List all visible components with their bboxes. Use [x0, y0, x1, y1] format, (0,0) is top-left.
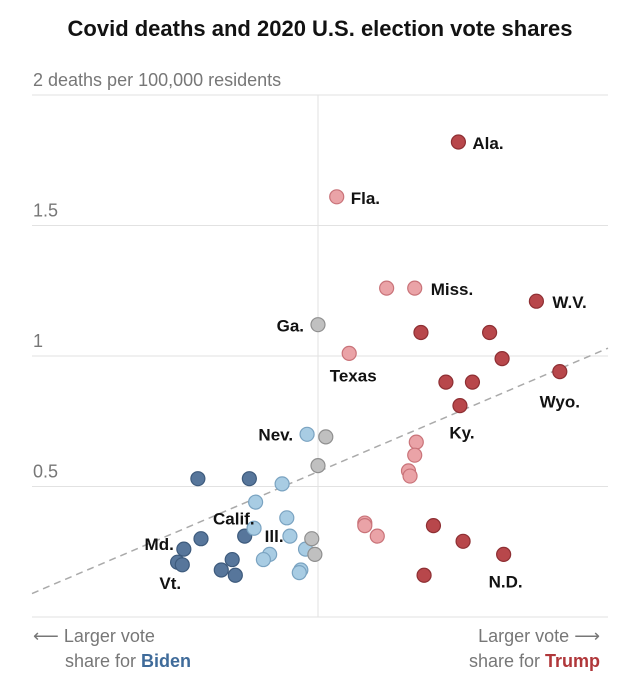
data-point	[552, 364, 568, 380]
right-label-prefix: share for	[468, 651, 545, 671]
data-point	[416, 567, 432, 583]
data-point	[274, 476, 290, 492]
state-label: Vt.	[159, 574, 181, 593]
data-point	[464, 374, 481, 390]
data-point	[174, 557, 190, 573]
data-point	[255, 551, 271, 568]
state-label: W.V.	[552, 293, 586, 312]
data-point	[438, 374, 454, 390]
state-label: Texas	[330, 366, 377, 385]
data-point	[407, 447, 423, 463]
grid-layer: 2 deaths per 100,000 residents 1.5 1 0.5	[32, 70, 608, 618]
data-point	[329, 189, 345, 205]
state-label: Fla.	[351, 189, 380, 208]
data-point	[176, 541, 192, 557]
data-point	[482, 324, 498, 341]
state-label: Wyo.	[540, 393, 580, 412]
chart-title: Covid deaths and 2020 U.S. election vote…	[67, 16, 573, 41]
labels-layer: Calif. Md. Vt. Ill. Nev. Ga. Fla. Miss. Texas Ala…	[145, 134, 587, 593]
data-point	[213, 562, 229, 578]
data-point	[304, 531, 320, 547]
state-label: Ky.	[449, 424, 474, 443]
data-point	[341, 345, 357, 361]
left-label-line1: Larger vote	[63, 626, 155, 646]
data-point	[193, 531, 209, 547]
data-point	[413, 324, 429, 341]
x-axis-label-right: Larger vote ⟶ share for Trump	[469, 624, 600, 674]
data-point	[291, 565, 307, 581]
state-label: Ga.	[277, 317, 304, 336]
data-point	[528, 293, 545, 309]
points-layer	[170, 134, 568, 583]
data-point	[246, 520, 262, 536]
arrow-left-icon: ⟵	[33, 626, 59, 646]
data-point	[357, 518, 373, 534]
data-point	[379, 280, 395, 296]
y-tick-label: 1	[33, 331, 43, 351]
data-point	[450, 134, 466, 150]
data-point	[369, 528, 385, 544]
data-point	[408, 434, 424, 450]
state-label: Md.	[145, 535, 174, 554]
data-point	[299, 426, 315, 442]
y-tick-label: 0.5	[33, 462, 58, 482]
state-label: N.D.	[489, 572, 523, 591]
right-label-line1: Larger vote	[478, 626, 570, 646]
y-tick-label: 1.5	[33, 201, 58, 221]
data-point	[248, 494, 264, 510]
state-label: Miss.	[431, 280, 474, 299]
data-point	[310, 458, 326, 474]
data-point	[279, 510, 295, 526]
y-tick-label: 2 deaths per 100,000 residents	[33, 70, 281, 90]
biden-label: Biden	[141, 651, 192, 671]
data-point	[455, 533, 471, 549]
state-label: Ill.	[265, 527, 284, 546]
data-point	[452, 397, 468, 414]
data-point	[310, 317, 326, 333]
data-point	[496, 546, 512, 562]
state-label: Calif.	[213, 510, 255, 529]
data-point	[190, 471, 206, 487]
state-label: Ala.	[472, 134, 503, 153]
data-point	[318, 429, 334, 445]
data-point	[227, 567, 243, 583]
data-point	[307, 546, 323, 562]
trump-label: Trump	[544, 651, 600, 671]
data-point	[407, 280, 423, 296]
data-point	[402, 468, 418, 484]
left-label-prefix: share for	[65, 651, 142, 671]
arrow-right-icon: ⟶	[574, 626, 600, 646]
data-point	[224, 551, 240, 568]
data-point	[425, 518, 442, 534]
x-axis-label-left: ⟵ Larger vote share for Biden	[33, 624, 191, 674]
data-point	[282, 528, 298, 544]
data-point	[241, 471, 257, 487]
data-point	[494, 351, 510, 367]
state-label: Nev.	[258, 425, 293, 444]
